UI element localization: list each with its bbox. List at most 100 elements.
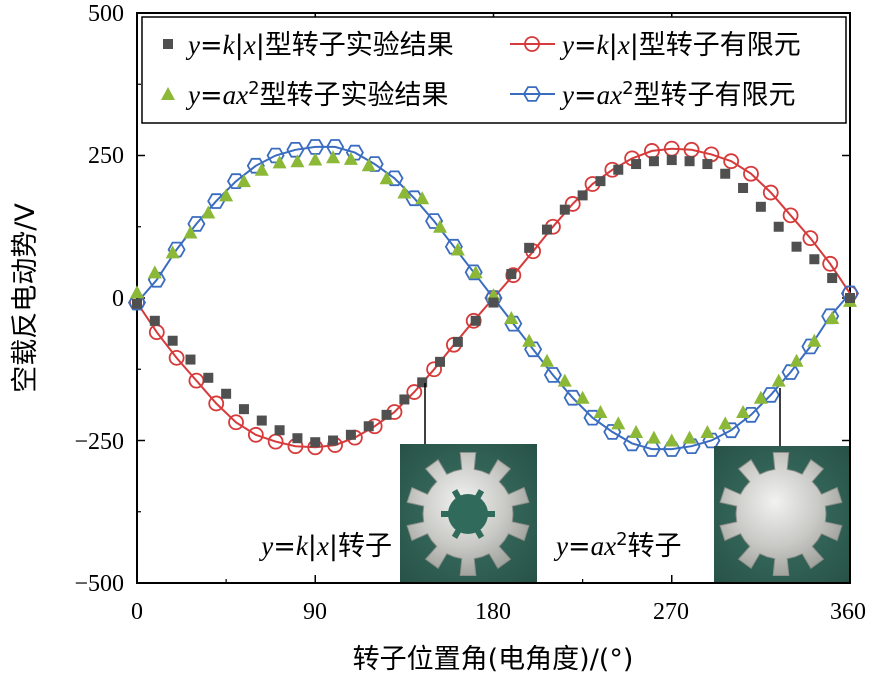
data-point <box>290 154 305 168</box>
data-point <box>718 416 733 430</box>
data-point <box>308 152 323 166</box>
gear-keyway <box>451 527 463 539</box>
data-point <box>504 310 519 324</box>
data-point <box>149 315 160 326</box>
data-point <box>379 171 394 185</box>
data-point <box>147 265 162 279</box>
data-point <box>167 335 178 346</box>
data-point <box>417 377 428 388</box>
data-point <box>629 424 644 438</box>
data-point <box>722 422 741 439</box>
legend-box <box>141 16 847 124</box>
data-point <box>203 372 214 383</box>
data-point <box>524 242 535 253</box>
data-point <box>488 297 499 308</box>
data-point <box>575 390 590 404</box>
data-point <box>595 176 606 187</box>
data-point <box>381 409 392 420</box>
data-point <box>452 336 463 347</box>
data-point <box>827 273 838 284</box>
data-point <box>564 196 581 212</box>
data-point <box>470 315 481 326</box>
y-tick-label: 0 <box>112 286 124 312</box>
data-point <box>611 416 626 430</box>
gear-photo-rotor-kx-shape <box>406 452 530 576</box>
data-point <box>165 245 180 259</box>
data-point <box>306 139 325 155</box>
x-tick-label: 270 <box>653 599 689 625</box>
data-point <box>736 405 751 418</box>
data-point <box>522 333 537 347</box>
data-point <box>256 415 267 426</box>
data-point <box>738 182 749 193</box>
data-point <box>802 230 819 247</box>
data-point <box>254 162 269 176</box>
data-point <box>723 153 740 170</box>
gear-keyway <box>441 511 451 517</box>
gear-body <box>719 452 843 576</box>
data-point <box>702 159 713 170</box>
data-point <box>286 141 305 158</box>
data-point <box>648 156 659 167</box>
x-tick-label: 90 <box>303 599 327 625</box>
data-point <box>147 271 166 288</box>
data-point <box>183 225 198 239</box>
data-point <box>201 205 216 219</box>
series-markers <box>132 155 855 448</box>
data-point <box>464 264 483 281</box>
legend-marker-hexagon <box>522 86 542 102</box>
data-point <box>583 409 602 426</box>
gear-bore <box>448 494 488 534</box>
data-point <box>187 216 206 232</box>
gear-keyway <box>451 489 463 501</box>
data-point <box>361 158 376 172</box>
y-tick-label: −500 <box>74 571 124 597</box>
data-point <box>185 354 196 365</box>
data-point <box>539 353 554 367</box>
data-point <box>720 168 731 179</box>
gear-keyway <box>485 511 495 517</box>
x-tick-label: 180 <box>475 599 511 625</box>
inset-rotor-ax2 <box>714 388 849 582</box>
x-tick-label: 360 <box>830 599 866 625</box>
data-point <box>343 151 358 165</box>
gear-keyway <box>473 489 485 501</box>
y-tick-label: −250 <box>74 429 124 455</box>
data-point <box>631 159 642 170</box>
data-point <box>207 193 226 209</box>
data-point <box>130 285 144 299</box>
data-point <box>345 144 364 161</box>
data-point <box>406 384 423 400</box>
data-point <box>773 221 784 232</box>
data-point <box>543 367 562 383</box>
data-point <box>682 430 697 444</box>
data-point <box>236 174 251 188</box>
data-point <box>762 184 779 201</box>
data-point <box>791 241 802 252</box>
data-point <box>557 373 572 387</box>
data-point <box>435 356 446 367</box>
y-tick-label: 500 <box>88 1 124 27</box>
legend-label-ax2-experiment: y=ax2型转子实验结果 <box>185 78 449 112</box>
legend-marker-circle <box>524 36 540 52</box>
data-point <box>468 265 483 279</box>
legend-label-kx-fem: y=k|x|型转子有限元 <box>559 30 801 61</box>
data-point <box>433 219 448 233</box>
data-point <box>743 165 759 182</box>
legend-label-kx-experiment: y=k|x|型转子实验结果 <box>185 30 454 61</box>
data-point <box>168 349 185 366</box>
data-point <box>426 361 442 378</box>
series-markers <box>127 139 860 457</box>
data-point <box>228 414 244 431</box>
data-point <box>771 373 786 387</box>
data-point <box>789 353 804 367</box>
data-point <box>524 341 543 358</box>
data-point <box>292 433 303 444</box>
data-point <box>399 394 410 405</box>
legend: y=k|x|型转子实验结果 y=k|x|型转子有限元 y=ax2型转子实验结果 … <box>141 16 847 124</box>
data-point <box>208 395 225 412</box>
data-point <box>825 310 840 324</box>
data-point <box>646 430 661 444</box>
data-point <box>226 173 246 190</box>
data-point <box>541 224 552 235</box>
